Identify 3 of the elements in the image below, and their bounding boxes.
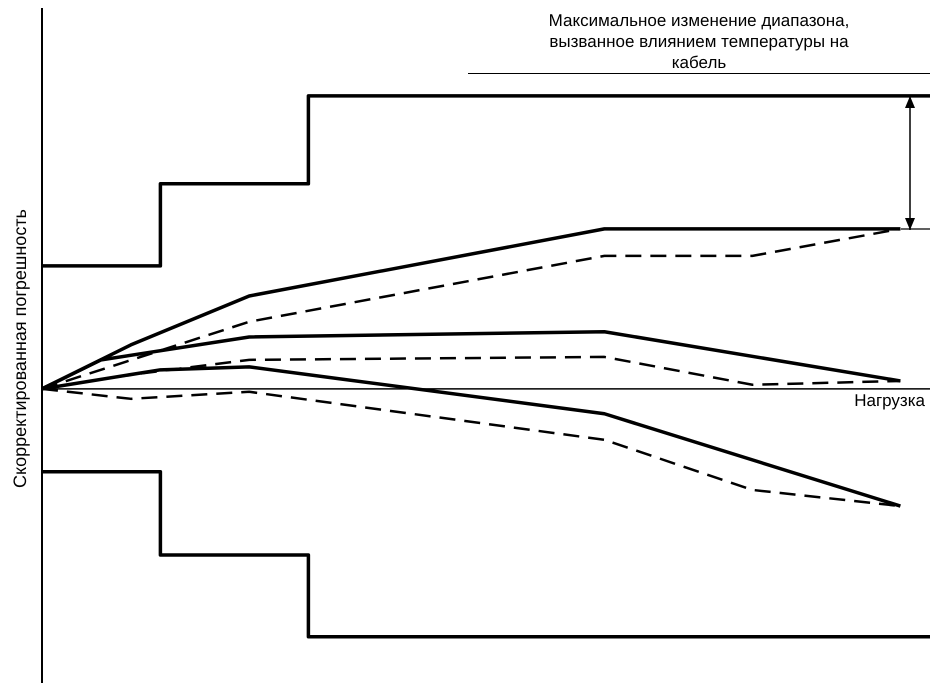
x-axis-title: Нагрузка — [854, 390, 926, 410]
text: Максимальное изменение диапазона, вызванное влиянием температуры на кабель — [548, 10, 850, 73]
y-axis-title: Скорректированная погрешность — [10, 208, 31, 488]
